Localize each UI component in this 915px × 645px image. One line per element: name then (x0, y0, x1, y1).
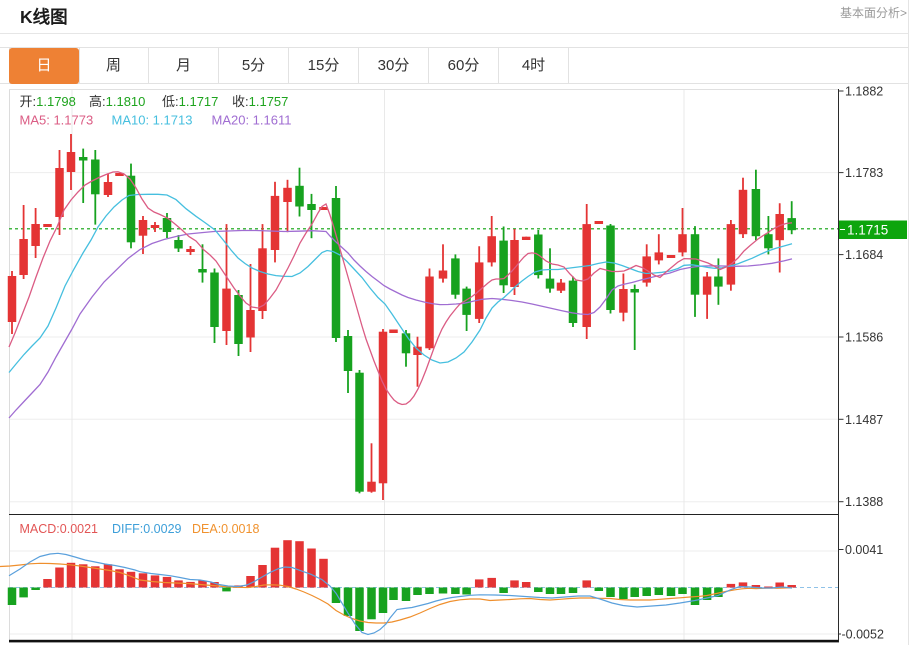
svg-text:1.1487: 1.1487 (845, 413, 883, 427)
svg-text:1.1388: 1.1388 (845, 495, 883, 509)
svg-text:1.1715: 1.1715 (847, 223, 888, 238)
svg-text:-0.0052: -0.0052 (842, 628, 884, 642)
svg-text:1.1882: 1.1882 (845, 85, 883, 99)
svg-text:1.1783: 1.1783 (845, 166, 883, 180)
svg-text:1.1586: 1.1586 (845, 331, 883, 345)
svg-text:0.0041: 0.0041 (845, 543, 883, 557)
svg-text:1.1684: 1.1684 (845, 248, 883, 262)
